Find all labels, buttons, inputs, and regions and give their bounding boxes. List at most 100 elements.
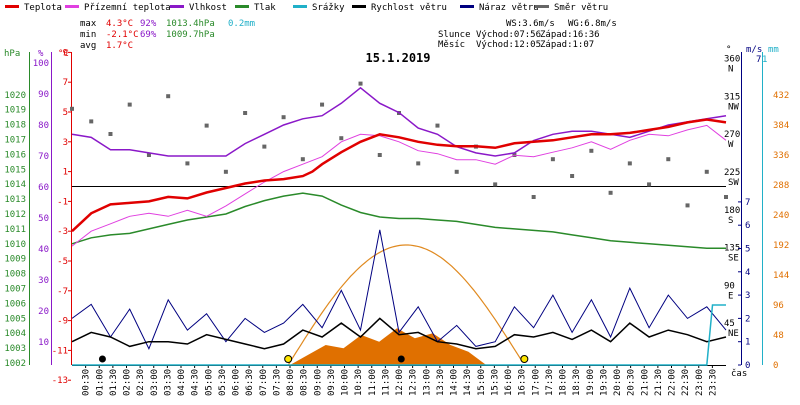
x-tick-label: 21:30 (654, 369, 664, 396)
stats-avg-label: avg (80, 41, 96, 51)
stats-min-press: 1009.7hPa (166, 30, 215, 40)
x-tick-label: 10:30 (354, 369, 364, 396)
wind-gust-line (71, 229, 727, 350)
dir-tick-name: NE (728, 329, 739, 339)
legend-label: Tlak (254, 3, 276, 13)
wind-dir-point (108, 132, 113, 136)
ms-tick: 0 (745, 361, 750, 371)
legend-swatch (235, 5, 249, 8)
mm-tick: 144 (773, 271, 789, 281)
hpa-tick: 1009 (4, 255, 26, 265)
axis-deg-unit: ° (726, 45, 731, 55)
stats-avg-temp: 1.7°C (106, 41, 133, 51)
wind-dir-point (262, 144, 267, 149)
stats-max-temp: 4.3°C (106, 19, 133, 29)
x-tick-label: 07:30 (272, 369, 282, 396)
x-tick-label: 13:30 (436, 369, 446, 396)
legend-swatch (460, 5, 474, 8)
temp-tick: -5 (57, 257, 68, 267)
wind-speed-line (71, 317, 727, 350)
hpa-tick: 1011 (4, 225, 26, 235)
pct-tick: 100 (33, 59, 49, 69)
x-tick-label: 07:00 (259, 369, 269, 396)
wind-dir-point (185, 161, 190, 166)
x-tick-label: 22:30 (681, 369, 691, 396)
x-tick-label: 14:30 (463, 369, 473, 396)
x-tick-label: 09:00 (313, 369, 323, 396)
chart-title: 15.1.2019 (365, 51, 430, 65)
ms-tick: 4 (745, 268, 750, 278)
x-tick-label: 02:00 (123, 369, 133, 396)
temp-tick: 1 (63, 168, 68, 178)
x-tick-label: 10:00 (341, 369, 351, 396)
ground-temp-line (71, 124, 727, 247)
wind-dir-point (435, 123, 440, 128)
pct-tick: 10 (38, 338, 49, 348)
temp-tick: -9 (57, 317, 68, 327)
sunrise-marker (284, 355, 293, 363)
x-tick-label: 01:30 (109, 369, 119, 396)
wind-dir-point (146, 153, 151, 157)
sun-rise: Východ:07:56 (476, 30, 541, 40)
stats-max-press: 1013.4hPa (166, 19, 215, 29)
hpa-tick: 1003 (4, 344, 26, 354)
wind-dir-point (377, 153, 382, 157)
wind-dir-point (243, 111, 248, 115)
sun-set: Západ:16:36 (540, 30, 600, 40)
mm-tick: 336 (773, 151, 789, 161)
wind-dir-point (339, 136, 344, 141)
x-tick-label: 23:00 (695, 369, 705, 396)
temp-tick: -13 (52, 376, 68, 386)
wind-dir-point (204, 123, 209, 128)
humidity-line (71, 86, 727, 157)
ms-tick: 7 (745, 198, 750, 208)
wind-dir-point (127, 102, 132, 107)
dir-tick-name: S (728, 216, 733, 226)
stats-min-hum: 69% (140, 30, 157, 40)
pct-tick: 30 (38, 276, 49, 286)
x-tick-label: 14:00 (450, 369, 460, 396)
legend-label: Směr větru (554, 3, 608, 13)
daylight-arc (287, 244, 524, 366)
wind-dir-point (281, 115, 286, 120)
x-tick-label: 05:30 (218, 369, 228, 396)
moon-label: Měsíc (438, 40, 465, 50)
wind-dir-point (300, 157, 305, 162)
dir-tick-deg: 225 (724, 168, 740, 178)
x-tick-label: 18:00 (559, 369, 569, 396)
x-tick-label: 19:30 (599, 369, 609, 396)
wind-dir-point (531, 195, 536, 199)
temp-tick: 5 (63, 108, 68, 118)
moonset-marker (98, 355, 106, 363)
hpa-tick: 1005 (4, 314, 26, 324)
legend-swatch (65, 5, 79, 8)
mm-tick: 0 (773, 361, 778, 371)
x-tick-label: 17:30 (545, 369, 555, 396)
pressure-line (71, 192, 726, 250)
legend-label: Srážky (312, 3, 345, 13)
hpa-tick: 1012 (4, 210, 26, 220)
hpa-tick: 1004 (4, 329, 26, 339)
wind-dir-point (570, 174, 575, 178)
pct-tick: 60 (38, 183, 49, 193)
ms-tick: 3 (745, 291, 750, 301)
temperature-line (71, 118, 727, 233)
legend-swatch (170, 5, 184, 8)
dir-tick-name: N (728, 65, 733, 75)
plot-area (70, 81, 728, 366)
x-tick-label: 04:00 (177, 369, 187, 396)
pct-tick: 80 (38, 121, 49, 131)
temp-tick: -7 (57, 287, 68, 297)
x-tick-label: 15:30 (490, 369, 500, 396)
x-tick-label: 12:30 (409, 369, 419, 396)
x-tick-label: 00:30 (82, 369, 92, 396)
stats-max-label: max (80, 19, 97, 29)
x-tick-label: 16:30 (518, 369, 528, 396)
temp-tick: -11 (52, 346, 68, 356)
hpa-tick: 1013 (4, 195, 26, 205)
dir-tick-name: E (728, 291, 733, 301)
wind-dir-point (70, 106, 74, 111)
legend-label: Náraz větru (479, 3, 539, 13)
pct-tick: 50 (38, 214, 49, 224)
